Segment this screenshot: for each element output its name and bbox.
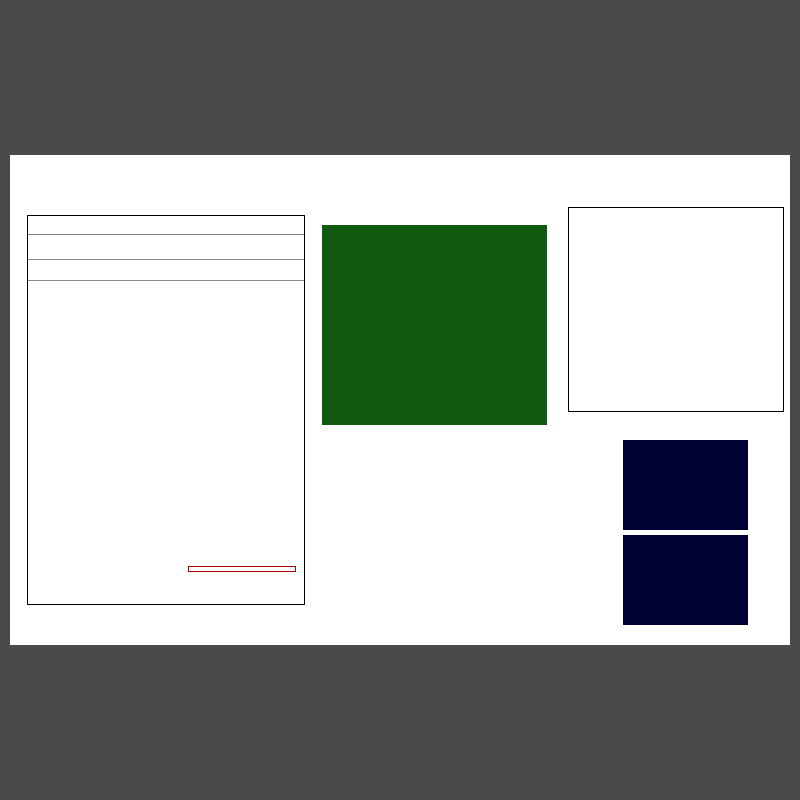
psf-surface-label bbox=[755, 565, 800, 575]
interferogram-panel bbox=[322, 225, 547, 425]
section-aberrations bbox=[28, 235, 304, 260]
section-file bbox=[28, 222, 304, 235]
psf-surface-svg bbox=[623, 535, 748, 625]
wavefront-svg bbox=[569, 208, 785, 413]
company-stamp bbox=[188, 566, 296, 572]
psf-map-panel bbox=[623, 440, 748, 530]
wavefront-panel bbox=[568, 207, 784, 412]
analysis-report-page bbox=[10, 155, 790, 645]
psf-map-label bbox=[755, 470, 795, 480]
interferogram-svg bbox=[322, 225, 547, 425]
report-panel bbox=[27, 215, 305, 605]
notes-val bbox=[34, 313, 298, 315]
psf-surface-panel bbox=[623, 535, 748, 625]
mtf-panel bbox=[325, 450, 605, 625]
mtf-svg bbox=[325, 450, 605, 625]
psf-map-svg bbox=[623, 440, 748, 530]
section-meta bbox=[28, 281, 304, 317]
section-surface bbox=[28, 260, 304, 281]
